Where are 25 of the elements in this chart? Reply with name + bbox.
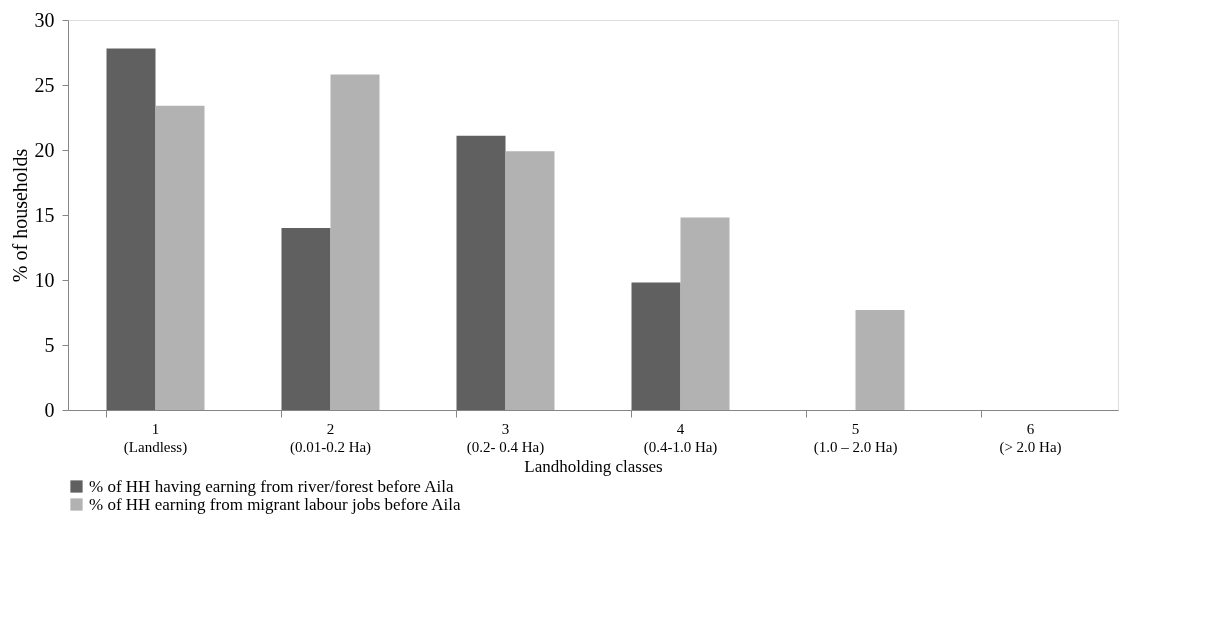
legend-label: % of HH having earning from river/forest before Aila <box>89 476 454 496</box>
x-tick-label: 2 (0.01-0.2 Ha) <box>289 420 372 456</box>
x-tick-label: 4 (0.4-1.0 Ha) <box>643 420 718 456</box>
y-tick-label: 0 <box>44 398 55 421</box>
bar <box>855 309 905 410</box>
x-tick-label: 6 (> 2.0 Ha) <box>999 420 1062 456</box>
x-tick-label: 3 (0.2- 0.4 Ha) <box>466 420 545 456</box>
bar <box>680 217 730 410</box>
bar <box>330 74 380 410</box>
bar <box>281 228 331 410</box>
y-tick-label: 5 <box>44 333 55 356</box>
y-tick-label: 10 <box>34 268 55 291</box>
y-tick-label: 20 <box>34 138 55 161</box>
y-axis-title: % of households <box>8 148 31 283</box>
bar <box>456 135 506 410</box>
bar <box>106 48 156 410</box>
x-tick-label: 1 (Landless) <box>123 420 188 456</box>
x-tick-label: 5 (1.0 – 2.0 Ha) <box>813 420 898 456</box>
bar <box>155 105 205 410</box>
y-tick-label: 15 <box>34 203 55 226</box>
bar <box>505 151 555 410</box>
bar <box>631 282 681 410</box>
x-axis-title: Landholding classes <box>524 456 663 476</box>
y-tick-label: 30 <box>34 8 55 31</box>
y-tick-label: 25 <box>34 73 55 96</box>
